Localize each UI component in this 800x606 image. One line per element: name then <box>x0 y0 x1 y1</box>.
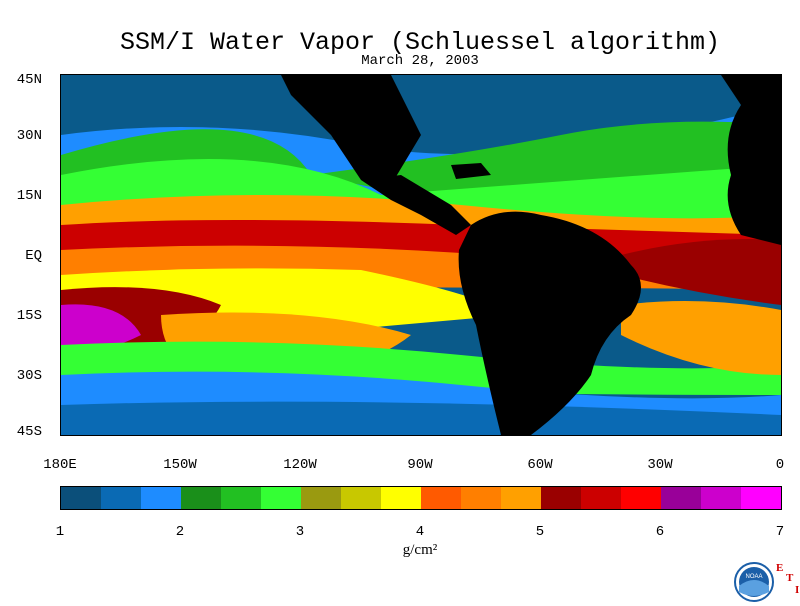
map-date: March 28, 2003 <box>361 53 479 69</box>
eti-letter-t: T <box>786 572 794 584</box>
colorbar-segment <box>701 487 741 509</box>
color-scale-bar <box>60 486 782 510</box>
lon-label-90w: 90W <box>407 457 433 473</box>
lat-label-eq: EQ <box>25 248 42 264</box>
noaa-logo-text: NOAA <box>745 574 762 580</box>
lon-label-30w: 30W <box>647 457 673 473</box>
colorbar-segment <box>421 487 461 509</box>
lat-label-45s: 45S <box>16 424 42 440</box>
lon-label-180e: 180E <box>43 457 77 473</box>
colorbar-tick-1: 1 <box>55 524 65 540</box>
colorbar-segment <box>461 487 501 509</box>
colorbar-tick-2: 2 <box>175 524 185 540</box>
colorbar-segment <box>541 487 581 509</box>
colorbar-segment <box>381 487 421 509</box>
lat-label-30s: 30S <box>16 368 42 384</box>
eti-letter-i: I <box>795 584 800 596</box>
colorbar-segment <box>61 487 101 509</box>
noaa-logo-icon: NOAA <box>734 562 774 602</box>
colorbar-segment <box>741 487 781 509</box>
map-canvas <box>61 75 781 435</box>
colorbar-tick-5: 5 <box>535 524 545 540</box>
lon-label-0: 0 <box>775 457 785 473</box>
colorbar-tick-6: 6 <box>655 524 665 540</box>
lat-label-15n: 15N <box>16 188 42 204</box>
unit-label: g/cm² <box>402 542 438 558</box>
map-title: SSM/I Water Vapor (Schluessel algorithm) <box>119 28 721 57</box>
eti-letter-e: E <box>776 562 784 574</box>
colorbar-segment <box>661 487 701 509</box>
colorbar-segment <box>101 487 141 509</box>
colorbar-tick-3: 3 <box>295 524 305 540</box>
colorbar-segment <box>261 487 301 509</box>
lat-label-45n: 45N <box>16 72 42 88</box>
colorbar-segment <box>501 487 541 509</box>
colorbar-segment <box>301 487 341 509</box>
colorbar-segment <box>181 487 221 509</box>
colorbar-tick-7: 7 <box>775 524 785 540</box>
water-vapor-map <box>60 74 782 436</box>
colorbar-segment <box>581 487 621 509</box>
colorbar-segment <box>221 487 261 509</box>
lon-label-60w: 60W <box>527 457 553 473</box>
colorbar-segment <box>621 487 661 509</box>
colorbar-tick-4: 4 <box>415 524 425 540</box>
lon-label-150w: 150W <box>163 457 197 473</box>
colorbar-segment <box>341 487 381 509</box>
lat-label-15s: 15S <box>16 308 42 324</box>
lat-label-30n: 30N <box>16 128 42 144</box>
lon-label-120w: 120W <box>283 457 317 473</box>
colorbar-segment <box>141 487 181 509</box>
